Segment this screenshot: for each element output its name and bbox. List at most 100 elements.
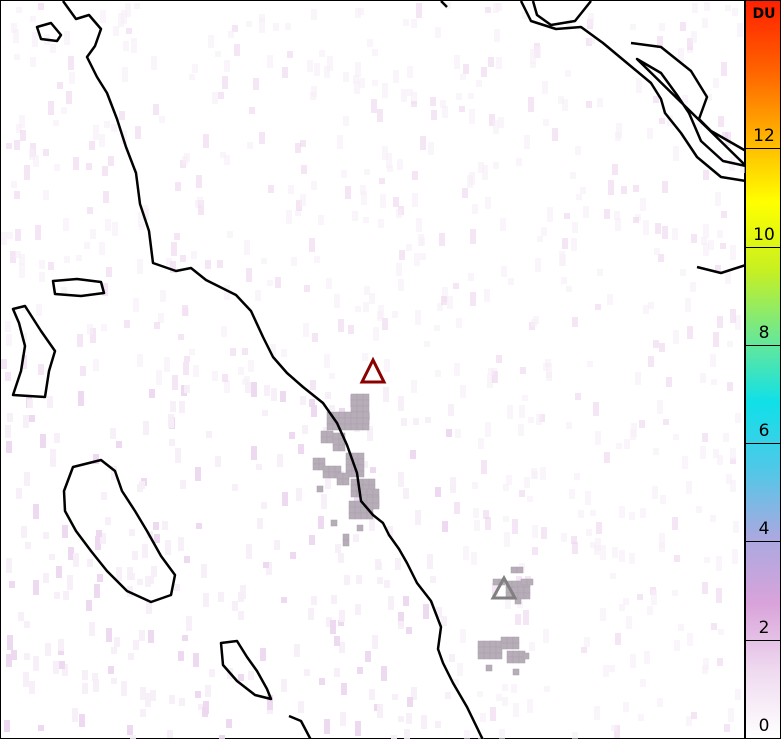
retrieval-pixel	[449, 654, 455, 662]
retrieval-pixel	[615, 633, 621, 645]
plume-pixel	[357, 464, 365, 472]
retrieval-pixel	[572, 542, 578, 554]
retrieval-pixel	[184, 385, 190, 393]
plume-pixel	[326, 423, 334, 431]
retrieval-pixel	[740, 163, 746, 173]
plume-pixel	[477, 652, 485, 660]
retrieval-pixel	[488, 368, 494, 375]
retrieval-pixel	[257, 518, 263, 529]
plume-pixel	[328, 465, 336, 473]
retrieval-pixel	[393, 70, 399, 83]
retrieval-pixel	[629, 553, 635, 564]
retrieval-pixel	[339, 642, 345, 653]
retrieval-pixel	[364, 286, 370, 295]
plume-pixel	[332, 444, 340, 452]
retrieval-pixel	[7, 232, 13, 239]
retrieval-pixel	[151, 566, 157, 577]
retrieval-pixel	[411, 101, 417, 107]
retrieval-pixel	[7, 413, 13, 422]
retrieval-pixel	[561, 533, 567, 542]
retrieval-pixel	[137, 259, 143, 274]
retrieval-pixel	[330, 620, 336, 634]
retrieval-pixel	[18, 612, 24, 621]
retrieval-pixel	[354, 81, 360, 94]
retrieval-pixel	[581, 647, 587, 653]
retrieval-pixel	[487, 374, 493, 388]
retrieval-pixel	[666, 377, 672, 387]
retrieval-pixel	[469, 172, 475, 185]
retrieval-pixel	[420, 136, 426, 150]
retrieval-pixel	[325, 392, 331, 399]
retrieval-pixel	[61, 107, 67, 114]
retrieval-pixel	[488, 57, 494, 67]
retrieval-pixel	[578, 510, 584, 518]
plume-pixel	[326, 430, 334, 438]
plume-pixel	[483, 652, 491, 660]
retrieval-pixel	[442, 287, 448, 302]
retrieval-pixel	[261, 258, 267, 264]
retrieval-pixel	[523, 610, 529, 625]
retrieval-pixel	[253, 78, 259, 90]
retrieval-pixel	[472, 482, 478, 489]
retrieval-pixel	[79, 714, 85, 727]
retrieval-pixel	[137, 354, 143, 367]
retrieval-pixel	[609, 665, 615, 672]
plume-pixel	[372, 502, 380, 510]
retrieval-pixel	[387, 526, 393, 537]
retrieval-pixel	[167, 730, 173, 738]
plume-pixel	[326, 417, 334, 425]
retrieval-pixel	[327, 56, 333, 71]
retrieval-pixel	[708, 240, 714, 250]
retrieval-pixel	[298, 444, 304, 454]
retrieval-pixel	[285, 23, 291, 30]
retrieval-pixel	[732, 549, 738, 564]
retrieval-pixel	[77, 334, 83, 347]
retrieval-pixel	[232, 484, 238, 491]
retrieval-pixel	[369, 518, 375, 531]
retrieval-pixel	[133, 298, 139, 312]
retrieval-pixel	[504, 532, 510, 547]
retrieval-pixel	[48, 101, 54, 115]
retrieval-pixel	[692, 3, 698, 13]
retrieval-pixel	[387, 165, 393, 172]
plume-pixel	[360, 488, 368, 496]
retrieval-pixel	[145, 693, 151, 707]
retrieval-pixel	[724, 724, 730, 732]
retrieval-pixel	[100, 10, 106, 23]
retrieval-pixel	[376, 562, 382, 570]
retrieval-pixel	[24, 472, 30, 486]
retrieval-pixel	[32, 32, 38, 47]
coastline-top	[440, 0, 448, 8]
retrieval-pixel	[103, 191, 109, 203]
retrieval-pixel	[535, 46, 541, 58]
retrieval-pixel	[543, 119, 549, 126]
retrieval-pixel	[370, 467, 376, 473]
retrieval-pixel	[179, 401, 185, 413]
retrieval-pixel	[338, 620, 344, 626]
retrieval-pixel	[435, 27, 441, 38]
retrieval-pixel	[700, 373, 706, 383]
plume-pixel	[332, 432, 340, 440]
retrieval-pixel	[453, 679, 459, 686]
plume-pixel	[316, 485, 324, 493]
plume-pixel	[526, 578, 534, 586]
retrieval-pixel	[69, 72, 75, 84]
retrieval-pixel	[611, 725, 617, 731]
retrieval-pixel	[717, 658, 723, 666]
retrieval-pixel	[227, 231, 233, 238]
retrieval-pixel	[86, 163, 92, 170]
retrieval-pixel	[472, 204, 478, 214]
retrieval-pixel	[561, 277, 567, 284]
retrieval-pixel	[640, 198, 646, 211]
retrieval-pixel	[5, 321, 11, 332]
retrieval-pixel	[506, 475, 512, 485]
retrieval-pixel	[139, 630, 145, 641]
retrieval-pixel	[544, 686, 550, 692]
map-panel	[0, 0, 748, 739]
retrieval-pixel	[529, 642, 535, 651]
retrieval-pixel	[732, 8, 738, 16]
retrieval-pixel	[39, 260, 45, 269]
retrieval-pixel	[251, 382, 257, 397]
retrieval-pixel	[15, 229, 21, 241]
retrieval-pixel	[33, 504, 39, 519]
